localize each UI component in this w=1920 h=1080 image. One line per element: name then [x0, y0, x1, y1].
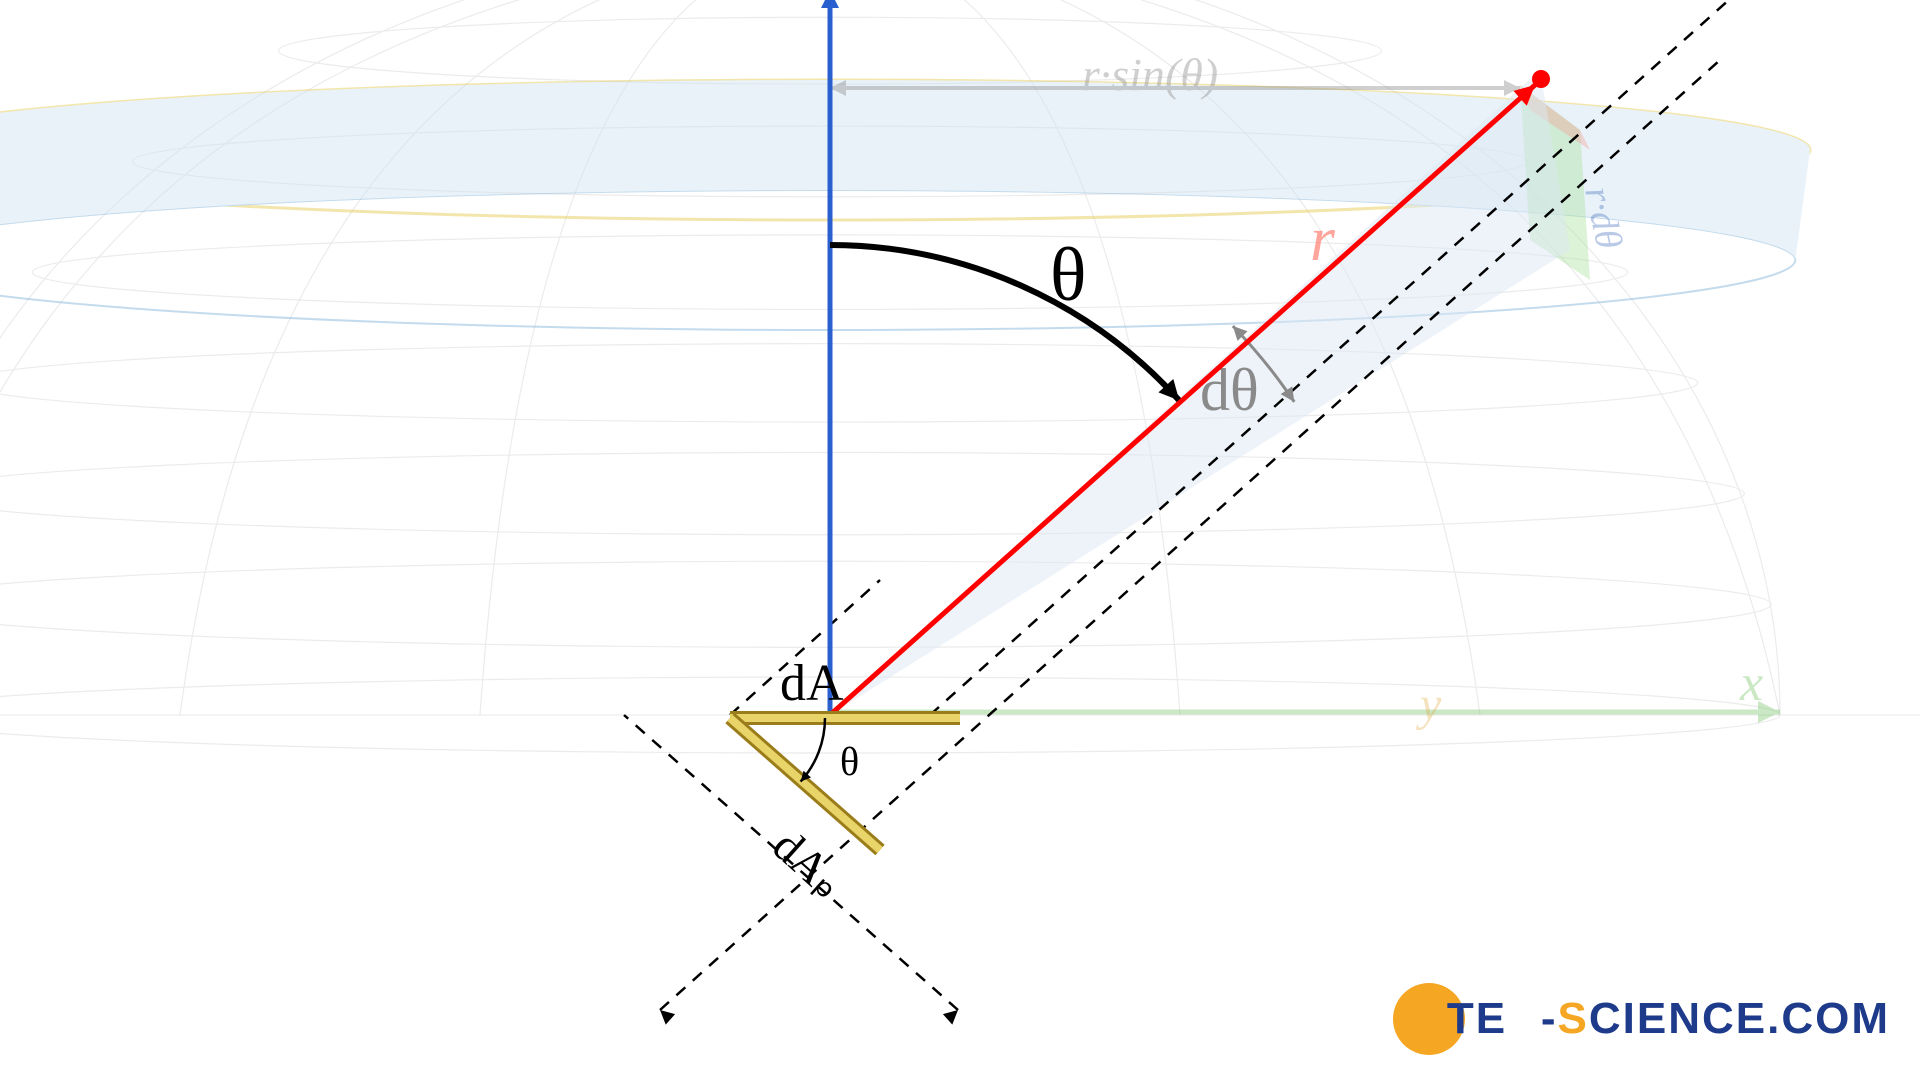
dtheta-label: dθ [1200, 357, 1259, 423]
r-label: r [1310, 203, 1336, 274]
logo: TEC-SCIENCE.COM [1393, 983, 1890, 1055]
small-theta-arc [801, 718, 825, 782]
svg-text:x: x [1739, 655, 1763, 712]
logo-text: TEC-SCIENCE.COM [1447, 994, 1890, 1044]
small-theta-label: θ [840, 739, 859, 784]
dA-label: dA [780, 655, 844, 712]
theta-arc [830, 245, 1179, 401]
x-axis: x [830, 655, 1780, 723]
theta-label: θ [1050, 233, 1086, 317]
dAp-label: dAₚ [763, 820, 854, 909]
y-axis-label: y [1415, 678, 1442, 731]
svg-text:r·sin(θ): r·sin(θ) [1082, 49, 1218, 100]
